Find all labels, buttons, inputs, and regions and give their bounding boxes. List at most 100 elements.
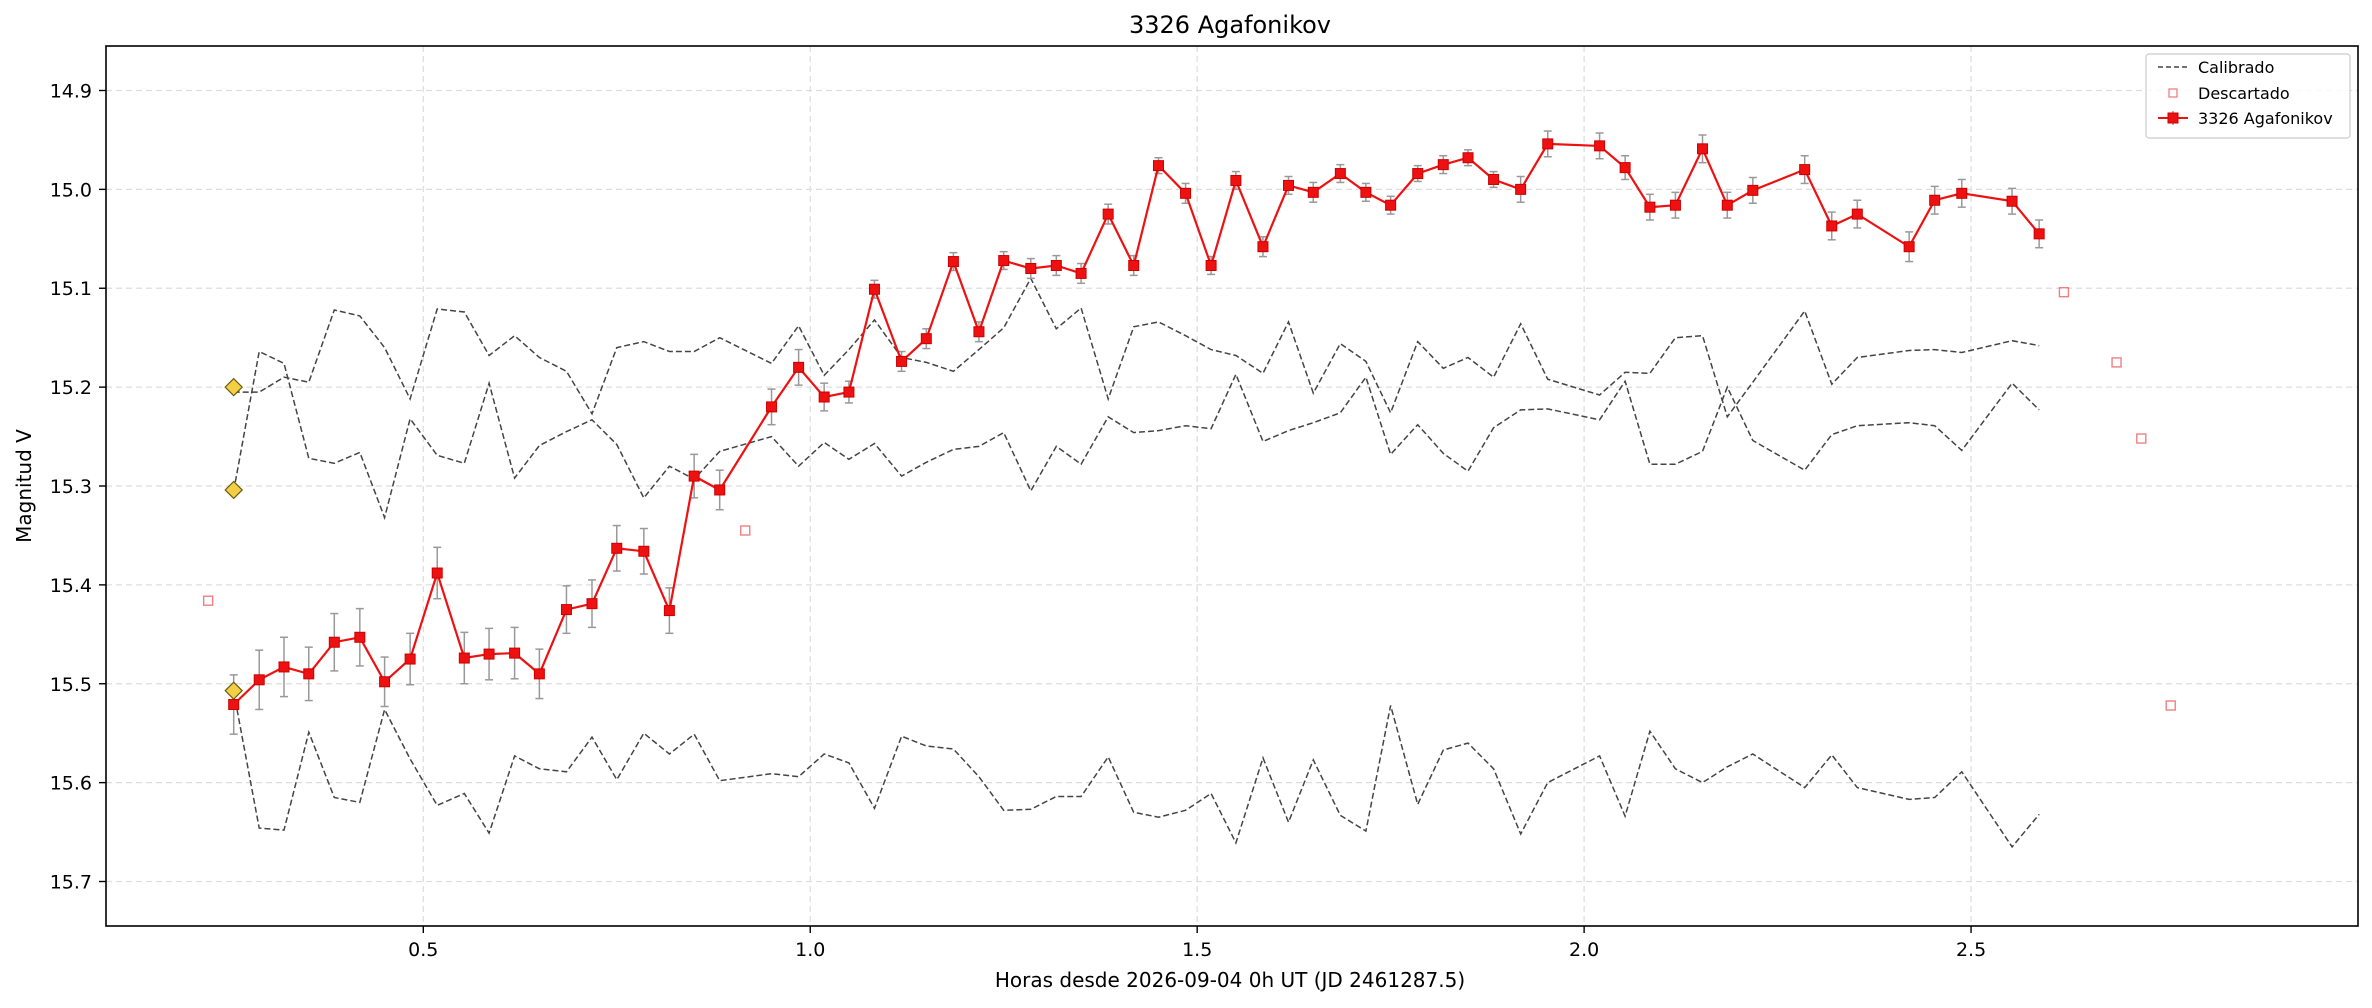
target-point <box>1747 184 1759 196</box>
target-point <box>1669 199 1681 211</box>
target-point <box>1102 208 1114 220</box>
x-tick-label: 0.5 <box>408 939 438 961</box>
legend-target-marker <box>2167 112 2179 124</box>
target-point <box>2006 195 2018 207</box>
target-point <box>328 636 340 648</box>
target-point <box>868 283 880 295</box>
discarded-point <box>202 595 214 606</box>
calibration-line-3 <box>232 691 2040 849</box>
x-tick-label: 1.0 <box>795 939 825 961</box>
target-point <box>766 401 778 413</box>
target-point <box>688 470 700 482</box>
target-point <box>1956 187 1968 199</box>
target-point <box>431 567 443 579</box>
target-point <box>998 255 1010 267</box>
discarded-point <box>2058 287 2070 298</box>
target-point <box>1799 164 1811 176</box>
legend-calibrado-label: Calibrado <box>2198 58 2274 77</box>
target-point <box>1721 199 1733 211</box>
x-tick-label: 1.5 <box>1182 939 1212 961</box>
target-point <box>793 361 805 373</box>
legend-target-label: 3326 Agafonikov <box>2198 109 2333 128</box>
legend: Calibrado Descartado 3326 Agafonikov <box>2145 53 2351 139</box>
calibration-line-2 <box>232 350 2040 521</box>
target-point <box>1257 241 1269 253</box>
y-tick-label: 14.9 <box>50 80 92 102</box>
target-point <box>379 676 391 688</box>
target-point <box>1697 143 1709 155</box>
comparison-star-marker <box>224 377 244 397</box>
target-point <box>714 484 726 496</box>
target-point <box>1025 262 1037 274</box>
discarded-point <box>740 525 751 536</box>
target-point <box>354 631 366 643</box>
target-point <box>1180 187 1192 199</box>
target-point <box>1826 220 1838 232</box>
target-point <box>533 668 545 680</box>
comparison-star-marker <box>224 480 244 500</box>
target-point <box>1488 173 1500 185</box>
y-tick-label: 15.2 <box>50 377 92 399</box>
axis-ticks: 0.5 1.0 1.5 2.0 2.5 14.9 15.0 15.1 15.2 15.3 15.4 1… <box>50 80 1986 961</box>
legend-descartado-label: Descartado <box>2198 84 2290 103</box>
target-point <box>404 653 416 665</box>
y-tick-label: 15.5 <box>50 674 92 696</box>
target-point <box>1542 138 1554 150</box>
target-point <box>1075 267 1087 279</box>
target-point <box>1412 168 1424 180</box>
target-point <box>1903 241 1915 253</box>
y-tick-label: 15.3 <box>50 476 92 498</box>
target-point <box>1929 194 1941 206</box>
target-point <box>1462 152 1474 164</box>
target-point <box>1385 199 1397 211</box>
target-point <box>843 386 855 398</box>
target-point <box>973 326 985 338</box>
legend-descartado-marker <box>2168 88 2178 98</box>
y-tick-label: 15.0 <box>50 179 92 201</box>
x-tick-label: 2.5 <box>1956 939 1986 961</box>
target-point <box>1205 260 1217 272</box>
target-point <box>278 661 290 673</box>
target-point <box>560 604 572 616</box>
x-tick-label: 2.0 <box>1569 939 1599 961</box>
target-point <box>483 648 495 660</box>
target-point <box>2033 228 2045 240</box>
target-point <box>1437 159 1449 171</box>
y-tick-label: 15.6 <box>50 773 92 795</box>
target-point <box>1050 260 1062 272</box>
discarded-point <box>2165 700 2176 711</box>
target-point <box>663 605 675 617</box>
target-point <box>638 545 650 557</box>
target-point <box>303 668 315 680</box>
target-point <box>1644 201 1656 213</box>
target-point <box>1307 186 1319 198</box>
target-point <box>920 333 932 345</box>
target-point <box>228 699 240 711</box>
y-tick-label: 15.4 <box>50 575 92 597</box>
target-point <box>509 647 521 659</box>
y-axis-title: Magnitud V <box>12 429 36 543</box>
target-point <box>896 355 908 367</box>
target-point <box>1334 168 1346 180</box>
x-axis-title: Horas desde 2026-09-04 0h UT (JD 2461287… <box>995 968 1465 992</box>
target-point <box>586 598 598 610</box>
y-tick-label: 15.7 <box>50 872 92 894</box>
y-tick-label: 15.1 <box>50 278 92 300</box>
calibration-line-1 <box>233 276 2040 419</box>
target-point <box>1515 183 1527 195</box>
target-point <box>947 256 959 268</box>
target-point <box>1619 162 1631 174</box>
target-point <box>1282 179 1294 191</box>
target-point <box>818 391 830 403</box>
chart-title: 3326 Agafonikov <box>1129 11 1331 39</box>
target-point <box>1230 174 1242 186</box>
target-point <box>611 542 623 554</box>
target-point <box>1128 260 1140 272</box>
discarded-point <box>2136 433 2147 444</box>
target-point <box>1851 208 1863 220</box>
target-point <box>1594 140 1606 152</box>
target-point <box>1360 186 1372 198</box>
discarded-point <box>2111 357 2122 368</box>
